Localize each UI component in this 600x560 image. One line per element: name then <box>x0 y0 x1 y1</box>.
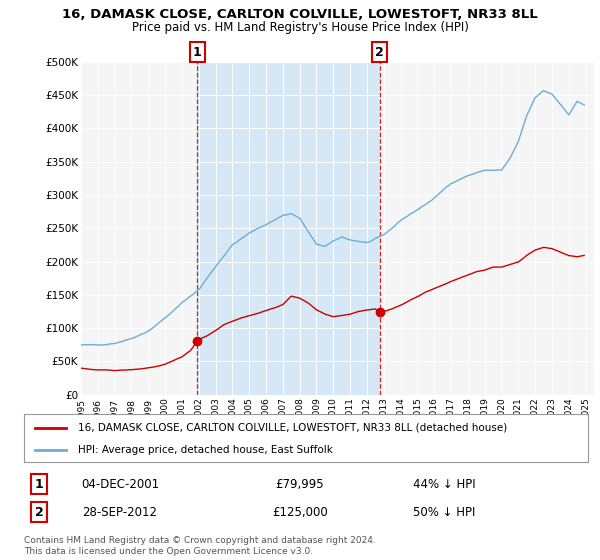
Text: 2: 2 <box>375 46 384 59</box>
Text: HPI: Average price, detached house, East Suffolk: HPI: Average price, detached house, East… <box>77 445 332 455</box>
Text: Price paid vs. HM Land Registry's House Price Index (HPI): Price paid vs. HM Land Registry's House … <box>131 21 469 34</box>
Text: 44% ↓ HPI: 44% ↓ HPI <box>413 478 475 491</box>
Text: £79,995: £79,995 <box>275 478 325 491</box>
Text: 28-SEP-2012: 28-SEP-2012 <box>83 506 157 519</box>
Text: 2: 2 <box>35 506 43 519</box>
Text: 1: 1 <box>35 478 43 491</box>
Text: 16, DAMASK CLOSE, CARLTON COLVILLE, LOWESTOFT, NR33 8LL: 16, DAMASK CLOSE, CARLTON COLVILLE, LOWE… <box>62 8 538 21</box>
Text: 50% ↓ HPI: 50% ↓ HPI <box>413 506 475 519</box>
Bar <box>197 62 380 395</box>
Text: 04-DEC-2001: 04-DEC-2001 <box>81 478 159 491</box>
Text: 16, DAMASK CLOSE, CARLTON COLVILLE, LOWESTOFT, NR33 8LL (detached house): 16, DAMASK CLOSE, CARLTON COLVILLE, LOWE… <box>77 423 507 433</box>
Text: Contains HM Land Registry data © Crown copyright and database right 2024.
This d: Contains HM Land Registry data © Crown c… <box>24 536 376 556</box>
Text: £125,000: £125,000 <box>272 506 328 519</box>
Text: 1: 1 <box>193 46 202 59</box>
